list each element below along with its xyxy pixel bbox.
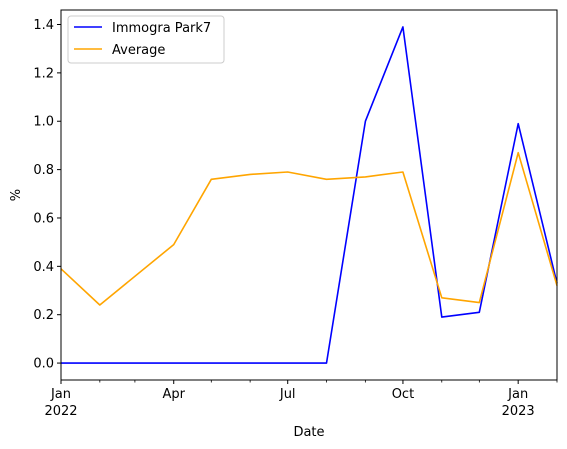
x-tick-label: Jan (50, 387, 71, 402)
series-lines (60, 26, 558, 364)
series-line-0 (61, 26, 558, 364)
legend-label-average: Average (112, 43, 165, 58)
legend: Immogra Park7 Average (67, 15, 225, 64)
y-tick-label: 1.0 (33, 115, 54, 130)
x-tick-sublabel: 2023 (502, 404, 535, 419)
plot-area (61, 10, 557, 380)
x-tick-sublabel: 2022 (44, 404, 77, 419)
y-tick-label: 0.6 (33, 211, 54, 226)
y-tick-label: 0.2 (33, 308, 54, 323)
legend-label-immogra: Immogra Park7 (112, 21, 211, 36)
y-tick-label: 1.2 (33, 66, 54, 81)
x-tick-label: Oct (392, 387, 414, 402)
series-line-1 (60, 151, 558, 306)
x-tick-label: Jul (279, 387, 296, 402)
y-axis-ticks: 0.0 0.2 0.4 0.6 0.8 1.0 1.2 1.4 (33, 18, 61, 372)
y-tick-label: 0.8 (33, 163, 54, 178)
plot-frame (60, 9, 558, 381)
y-tick-label: 1.4 (33, 18, 54, 33)
x-axis-ticks: Jan 2022 Apr Jul Oct Jan 2023 (44, 380, 558, 419)
y-tick-label: 0.4 (33, 260, 54, 275)
y-axis-label: % (9, 189, 24, 201)
y-tick-label: 0.0 (33, 357, 54, 372)
x-tick-label: Jan (507, 387, 528, 402)
x-axis-label: Date (293, 425, 324, 440)
x-tick-label: Apr (162, 387, 185, 402)
legend-box (67, 15, 225, 64)
